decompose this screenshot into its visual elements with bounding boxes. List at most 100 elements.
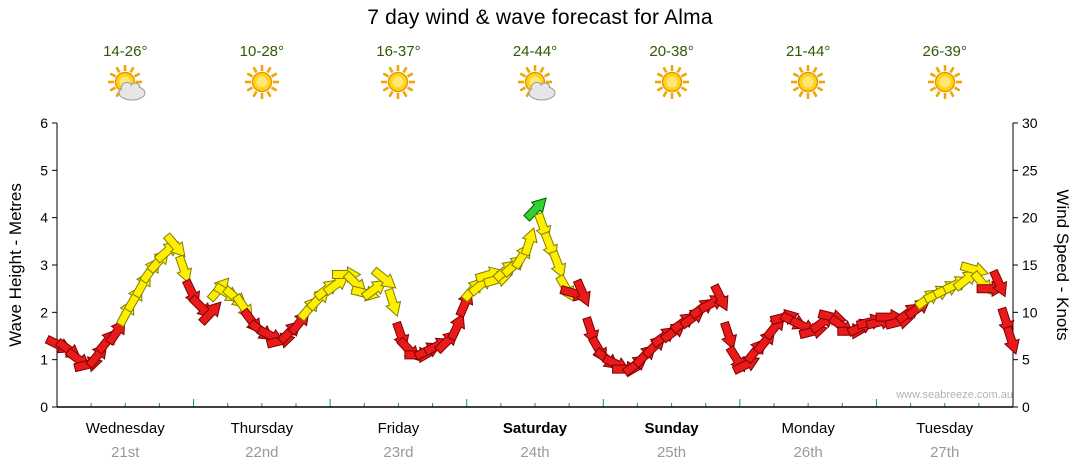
sun-ray bbox=[252, 66, 258, 74]
wind-arrow-shape bbox=[523, 197, 547, 222]
sun-ray bbox=[252, 90, 258, 98]
sun-ray bbox=[388, 90, 395, 98]
sun-ray bbox=[798, 66, 804, 74]
wind-arrow-shape bbox=[360, 279, 388, 301]
watermark-text: www.seabreeze.com.au bbox=[896, 389, 1013, 401]
y-left-tick-label: 0 bbox=[40, 399, 48, 415]
wind-arrow bbox=[548, 249, 567, 280]
wind-arrow bbox=[384, 287, 402, 318]
wind-arrow-shape bbox=[175, 254, 193, 284]
wind-arrow-shape bbox=[989, 268, 1008, 298]
wind-arrow bbox=[360, 279, 388, 301]
sun-ray bbox=[525, 66, 531, 74]
sun-ray bbox=[935, 90, 941, 98]
temperature-range: 16-37° bbox=[376, 43, 421, 60]
sun-ray bbox=[675, 66, 682, 74]
day-date-label: 25th bbox=[656, 444, 687, 461]
sun-ray bbox=[543, 72, 551, 78]
wind-arrow bbox=[175, 254, 193, 284]
sun-ray bbox=[519, 86, 527, 92]
y-left-tick-label: 6 bbox=[40, 115, 48, 131]
day-name-label: Monday bbox=[781, 420, 835, 437]
wind-arrow bbox=[322, 274, 350, 297]
wind-arrow bbox=[989, 268, 1008, 298]
wind-arrow-shape bbox=[446, 312, 465, 342]
day-date-label: 26th bbox=[793, 444, 823, 461]
temperature-range: 21-44° bbox=[785, 43, 831, 60]
sun-ray bbox=[270, 86, 278, 92]
sun-ray bbox=[383, 72, 390, 78]
sun-ray bbox=[270, 72, 278, 78]
sun-ray bbox=[656, 86, 663, 92]
sun-ray bbox=[519, 72, 527, 78]
sun-ray bbox=[402, 66, 409, 74]
day-date-label: 24th bbox=[520, 444, 550, 461]
sun-ray bbox=[680, 72, 687, 78]
y-right-tick-label: 5 bbox=[1022, 352, 1030, 368]
day-name-label: Friday bbox=[377, 420, 420, 437]
wind-arrow-shape bbox=[720, 320, 738, 351]
wind-arrow bbox=[520, 227, 538, 257]
sun-ray bbox=[109, 72, 117, 78]
y-right-tick-label: 30 bbox=[1022, 115, 1038, 131]
sun-ray bbox=[953, 86, 961, 92]
y-right-tick-label: 10 bbox=[1022, 304, 1038, 320]
sun-ray bbox=[109, 86, 117, 92]
sun-ray bbox=[798, 90, 804, 98]
y-left-tick-label: 5 bbox=[40, 162, 48, 178]
sun-ray bbox=[134, 72, 141, 78]
sun-icon bbox=[922, 62, 968, 106]
sun-ray bbox=[402, 90, 409, 98]
sun-ray bbox=[953, 72, 961, 78]
sun-cloud-icon bbox=[102, 62, 148, 106]
sun-ray bbox=[129, 66, 135, 74]
sun-ray bbox=[656, 72, 663, 78]
day-name-label: Thursday bbox=[230, 420, 294, 437]
sun-highlight bbox=[802, 76, 814, 88]
wind-arrow-shape bbox=[520, 227, 538, 257]
day-name-label: Wednesday bbox=[85, 420, 165, 437]
sun-ray bbox=[115, 66, 121, 74]
y-left-tick-label: 3 bbox=[40, 257, 48, 273]
sun-ray bbox=[246, 72, 253, 78]
wind-arrow-shape bbox=[370, 266, 397, 289]
y-right-tick-label: 15 bbox=[1022, 257, 1038, 273]
sun-ray bbox=[935, 66, 941, 74]
sun-icon bbox=[785, 62, 831, 106]
wind-arrow bbox=[370, 266, 397, 289]
sun-ray bbox=[383, 86, 390, 92]
y-right-tick-label: 20 bbox=[1022, 210, 1038, 226]
sun-ray bbox=[246, 86, 253, 92]
sun-ray bbox=[388, 66, 395, 74]
day-name-label: Tuesday bbox=[916, 420, 974, 437]
wind-arrow-shape bbox=[322, 274, 350, 297]
sun-highlight bbox=[939, 76, 951, 88]
wind-arrow bbox=[446, 312, 465, 342]
sun-ray bbox=[792, 72, 800, 78]
sun-highlight bbox=[392, 76, 404, 88]
wind-arrow bbox=[572, 278, 591, 308]
wind-arrow-shape bbox=[572, 278, 591, 308]
sun-highlight bbox=[666, 76, 678, 88]
wind-arrow-shape bbox=[384, 287, 402, 318]
temperature-range: 14-26° bbox=[103, 43, 148, 60]
wind-arrow-shape bbox=[105, 318, 126, 346]
sun-ray bbox=[816, 72, 824, 78]
y-left-tick-label: 4 bbox=[40, 210, 48, 226]
wind-arrow-shape bbox=[548, 249, 567, 280]
sun-ray bbox=[680, 86, 687, 92]
wind-arrow bbox=[710, 283, 729, 312]
cloud-shape bbox=[118, 82, 146, 101]
sun-icon bbox=[375, 62, 421, 106]
sun-ray bbox=[929, 86, 936, 92]
wind-arrow-shape bbox=[162, 232, 186, 258]
wind-arrow bbox=[1002, 325, 1020, 355]
wind-arrow bbox=[105, 318, 126, 346]
sun-ray bbox=[266, 90, 272, 98]
sun-ray bbox=[816, 86, 824, 92]
sun-icon bbox=[649, 62, 695, 106]
day-date-label: 27th bbox=[930, 444, 960, 461]
y-left-tick-label: 1 bbox=[40, 352, 48, 368]
wind-arrow bbox=[720, 320, 738, 351]
